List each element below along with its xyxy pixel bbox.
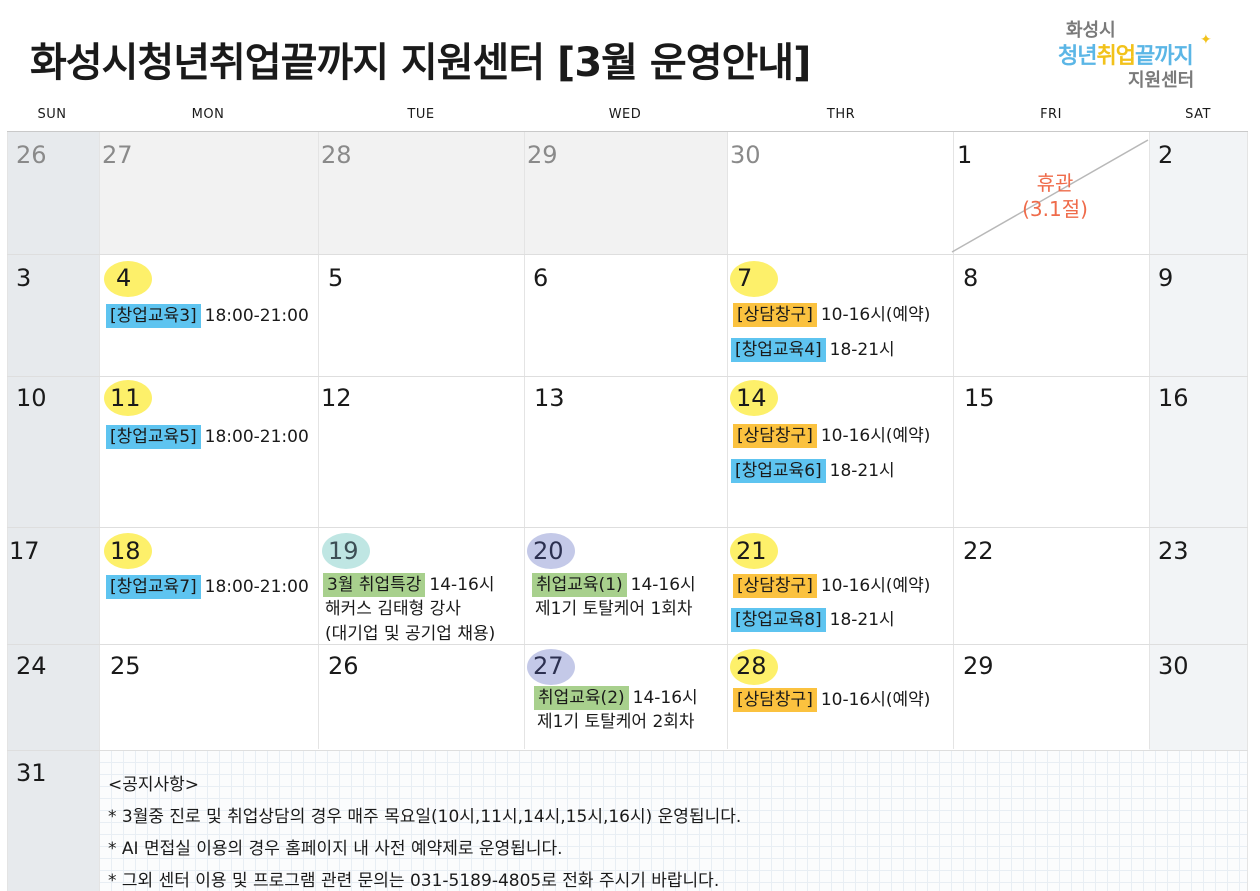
- notice-line: * 3월중 진로 및 취업상담의 경우 매주 목요일(10시,11시,14시,1…: [108, 807, 742, 827]
- day-prev-30: 30: [730, 141, 761, 169]
- day-1: 1: [957, 141, 973, 169]
- event-21-startup: [창업교육8] 18-21시: [731, 608, 895, 632]
- notice-area: [99, 750, 1248, 891]
- weekday-sun: SUN: [37, 107, 67, 122]
- day-13: 13: [534, 384, 565, 412]
- event-28-counsel: [상담창구] 10-16시(예약): [733, 688, 930, 712]
- event-19-detail-1: 해커스 김태형 강사: [325, 599, 461, 619]
- calendar-grid: [7, 131, 1248, 891]
- closed-strike-line: [951, 139, 1149, 253]
- previous-month-cells: [99, 132, 727, 254]
- highlight-circle: [104, 380, 152, 416]
- day-20: 20: [533, 537, 564, 565]
- center-logo: 화성시 청년취업끝까지 ✦ 지원센터: [1050, 16, 1225, 96]
- day-22: 22: [963, 537, 994, 565]
- day-2: 2: [1158, 141, 1174, 169]
- event-4: [창업교육3] 18:00-21:00: [106, 304, 309, 328]
- day-25: 25: [110, 652, 141, 680]
- page-title: 화성시청년취업끝까지 지원센터 [3월 운영안내]: [30, 40, 811, 86]
- highlight-circle: [104, 261, 152, 297]
- highlight-circle: [730, 649, 778, 685]
- highlight-circle: [527, 533, 575, 569]
- day-27: 27: [533, 652, 564, 680]
- highlight-circle: [104, 533, 152, 569]
- event-21-counsel: [상담창구] 10-16시(예약): [733, 574, 930, 598]
- closed-notice: 휴관 (3.1절): [1022, 171, 1088, 221]
- weekday-fri: FRI: [1040, 107, 1062, 122]
- notice-line: * 그외 센터 이용 및 프로그램 관련 문의는 031-5189-4805로 …: [108, 871, 720, 891]
- day-prev-27: 27: [102, 141, 133, 169]
- saturday-column: [1149, 132, 1248, 750]
- day-prev-29: 29: [527, 141, 558, 169]
- highlight-circle: [527, 649, 575, 685]
- day-26: 26: [328, 652, 359, 680]
- event-19-detail-2: (대기업 및 공기업 채용): [325, 624, 496, 644]
- sunday-column: [7, 132, 99, 891]
- event-11: [창업교육5] 18:00-21:00: [106, 425, 309, 449]
- day-24: 24: [16, 652, 47, 680]
- day-23: 23: [1158, 537, 1189, 565]
- day-30: 30: [1158, 652, 1189, 680]
- weekday-mon: MON: [191, 107, 225, 122]
- event-27: 취업교육(2) 14-16시: [534, 686, 698, 710]
- logo-line-1: 화성시: [1066, 20, 1116, 41]
- weekday-thr: THR: [826, 107, 856, 122]
- day-11: 11: [110, 384, 141, 412]
- event-19: 3월 취업특강 14-16시: [323, 573, 494, 597]
- notice-box: <공지사항> * 3월중 진로 및 취업상담의 경우 매주 목요일(10시,11…: [108, 770, 741, 891]
- day-15: 15: [964, 384, 995, 412]
- day-prev-26: 26: [16, 141, 47, 169]
- event-20: 취업교육(1) 14-16시: [532, 573, 696, 597]
- event-14-counsel: [상담창구] 10-16시(예약): [733, 424, 930, 448]
- event-14-startup: [창업교육6] 18-21시: [731, 459, 895, 483]
- event-27-detail: 제1기 토탈케어 2회차: [537, 712, 695, 732]
- event-7-startup: [창업교육4] 18-21시: [731, 338, 895, 362]
- day-17: 17: [9, 537, 40, 565]
- day-4: 4: [116, 264, 132, 292]
- day-9: 9: [1158, 264, 1174, 292]
- highlight-circle: [730, 533, 778, 569]
- event-7-counsel: [상담창구] 10-16시(예약): [733, 303, 930, 327]
- day-5: 5: [328, 264, 344, 292]
- day-28: 28: [736, 652, 767, 680]
- event-18: [창업교육7] 18:00-21:00: [106, 575, 309, 599]
- day-18: 18: [110, 537, 141, 565]
- star-icon: ✦: [1200, 32, 1212, 48]
- weekday-tue: TUE: [407, 107, 435, 122]
- day-6: 6: [533, 264, 549, 292]
- day-3: 3: [16, 264, 32, 292]
- logo-line-2: 청년취업끝까지: [1058, 44, 1194, 69]
- day-21: 21: [736, 537, 767, 565]
- weekday-wed: WED: [608, 107, 642, 122]
- day-16: 16: [1158, 384, 1189, 412]
- day-12: 12: [321, 384, 352, 412]
- highlight-circle: [730, 261, 778, 297]
- highlight-circle: [322, 533, 370, 569]
- event-20-detail: 제1기 토탈케어 1회차: [535, 599, 693, 619]
- highlight-circle: [730, 380, 778, 416]
- day-prev-28: 28: [321, 141, 352, 169]
- day-7: 7: [737, 264, 753, 292]
- day-19: 19: [328, 537, 359, 565]
- weekday-sat: SAT: [1185, 107, 1211, 122]
- logo-line-3: 지원센터: [1128, 70, 1195, 91]
- notice-heading: <공지사항>: [108, 775, 200, 795]
- day-29: 29: [963, 652, 994, 680]
- notice-line: * AI 면접실 이용의 경우 홈페이지 내 사전 예약제로 운영됩니다.: [108, 839, 563, 859]
- day-8: 8: [963, 264, 979, 292]
- day-10: 10: [16, 384, 47, 412]
- day-31: 31: [16, 759, 47, 787]
- day-14: 14: [736, 384, 767, 412]
